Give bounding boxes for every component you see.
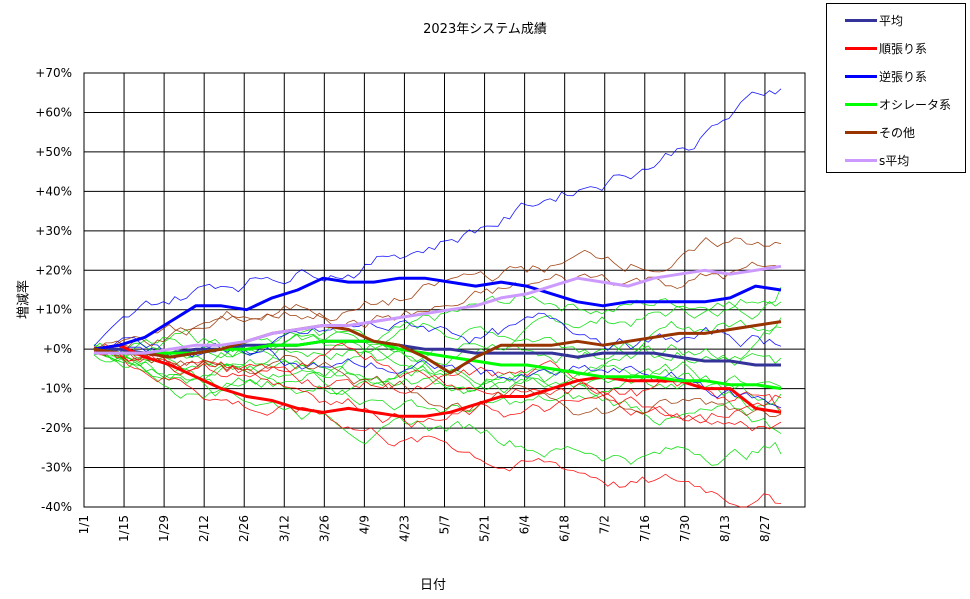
y-tick-label: +20% <box>35 263 72 277</box>
system-line <box>93 347 782 432</box>
y-tick-label: +30% <box>35 224 72 238</box>
y-axis-label: 増減率 <box>16 280 32 320</box>
x-tick-label: 4/9 <box>357 515 371 534</box>
chart-title: 2023年システム成績 <box>423 22 547 37</box>
legend-item: 平均 <box>827 10 967 30</box>
series-line-1 <box>94 339 781 367</box>
legend-item: 順張り系 <box>827 38 967 58</box>
x-tick-label: 3/12 <box>277 515 291 542</box>
legend-label: 平均 <box>879 14 904 28</box>
legend-swatch <box>845 103 877 106</box>
system-line <box>93 348 782 405</box>
system-line <box>93 347 782 508</box>
system-line <box>93 344 782 466</box>
x-tick-label: 2/26 <box>237 515 251 542</box>
legend-swatch <box>845 131 877 134</box>
y-tick-label: +50% <box>35 145 72 159</box>
x-tick-label: 5/7 <box>438 515 452 534</box>
legend-label: その他 <box>879 126 916 140</box>
system-line <box>93 88 782 347</box>
system-line <box>93 312 782 359</box>
system-line <box>93 261 782 348</box>
series-line-2 <box>93 343 782 418</box>
x-tick-label: 6/18 <box>558 515 572 542</box>
legend-item: その他 <box>827 122 967 142</box>
legend-label: s平均 <box>879 154 910 168</box>
x-tick-label: 1/15 <box>117 515 131 542</box>
system-line <box>93 342 782 424</box>
y-tick-label: -40% <box>41 500 72 514</box>
series-line-6 <box>94 264 782 355</box>
x-axis-label: 日付 <box>420 578 447 593</box>
system-line <box>93 350 782 418</box>
x-tick-labels: 1/1 1/15 1/29 2/12 2/26 3/12 3/26 4/9 4/23 5/7 5/2… <box>77 515 772 542</box>
legend-swatch <box>845 47 877 50</box>
system-line <box>93 317 782 362</box>
legend-label: 順張り系 <box>879 42 928 56</box>
legend-label: 逆張り系 <box>879 70 928 84</box>
y-tick-label: -20% <box>41 421 72 435</box>
legend: 平均順張り系逆張り系オシレータ系 その他 s平均 <box>826 3 966 173</box>
legend-swatch <box>845 75 877 78</box>
system-line <box>93 329 782 415</box>
system-line <box>93 326 782 384</box>
x-tick-label: 6/4 <box>518 515 532 534</box>
y-tick-label: -10% <box>41 382 72 396</box>
legend-item: 逆張り系 <box>827 66 967 86</box>
x-tick-label: 7/30 <box>678 515 692 542</box>
x-tick-label: 2/12 <box>197 515 211 542</box>
x-tick-label: 5/21 <box>478 515 492 542</box>
x-tick-label: 7/16 <box>638 515 652 542</box>
y-tick-label: +70% <box>35 66 72 80</box>
legend-label: オシレータ系 <box>879 98 952 112</box>
legend-item: オシレータ系 <box>827 94 967 114</box>
series-lines <box>93 264 782 418</box>
series-line-5 <box>93 320 782 375</box>
x-tick-label: 4/23 <box>397 515 411 542</box>
system-line <box>93 347 782 395</box>
legend-item: s平均 <box>827 150 967 170</box>
x-tick-label: 1/1 <box>77 515 91 534</box>
y-tick-label: +10% <box>35 303 72 317</box>
x-tick-label: 8/27 <box>758 515 772 542</box>
y-tick-label: +0% <box>43 342 72 356</box>
system-line <box>93 237 782 354</box>
x-tick-label: 7/2 <box>598 515 612 534</box>
y-tick-labels: +70% +60% +50% +40% +30% +20% +10% +0% -10% -20% -… <box>35 66 72 514</box>
y-tick-label: -30% <box>41 461 72 475</box>
legend-swatch <box>845 19 877 22</box>
grid <box>83 72 806 508</box>
x-tick-label: 8/13 <box>718 515 732 542</box>
x-tick-label: 1/29 <box>157 515 171 542</box>
y-tick-label: +40% <box>35 184 72 198</box>
legend-swatch <box>845 159 877 162</box>
system-line <box>93 348 782 434</box>
y-tick-label: +60% <box>35 105 72 119</box>
x-tick-label: 3/26 <box>317 515 331 542</box>
series-line-3 <box>93 276 782 351</box>
